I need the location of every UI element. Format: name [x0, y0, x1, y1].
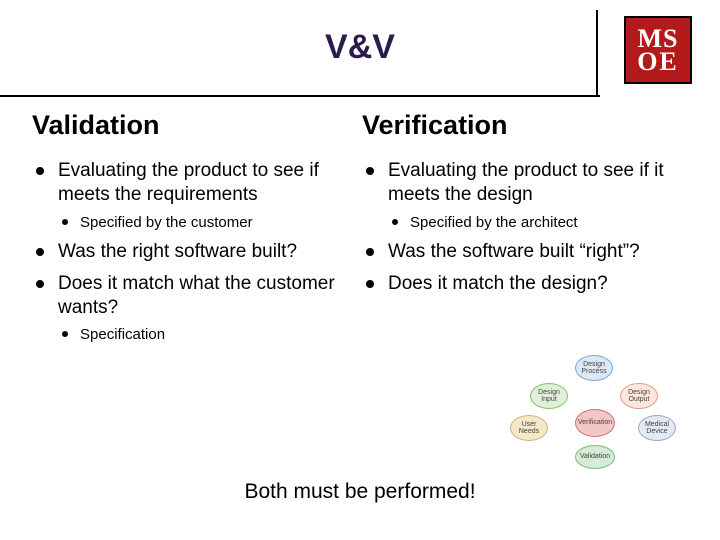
- list-item: Was the right software built?: [32, 240, 344, 264]
- heading-validation: Validation: [32, 110, 344, 141]
- heading-verification: Verification: [362, 110, 674, 141]
- design-cycle-diagram: Design Process Design Input Design Output U…: [510, 355, 680, 470]
- content-columns: Validation Evaluating the product to see…: [0, 110, 720, 353]
- slide-title: V&V: [0, 28, 720, 67]
- sub-item: Specified by the architect: [388, 213, 674, 233]
- diagram-node: Design Input: [530, 383, 568, 409]
- list-item-text: Evaluating the product to see if meets t…: [58, 160, 319, 205]
- list-item: Was the software built “right”?: [362, 240, 674, 264]
- list-item: Evaluating the product to see if meets t…: [32, 159, 344, 232]
- verification-list: Evaluating the product to see if it meet…: [362, 159, 674, 296]
- list-item: Does it match the design?: [362, 272, 674, 296]
- divider-horizontal: [0, 95, 600, 97]
- column-verification: Verification Evaluating the product to s…: [362, 110, 692, 353]
- diagram-node: User Needs: [510, 415, 548, 441]
- list-item-text: Does it match what the customer wants?: [58, 273, 335, 318]
- divider-vertical: [596, 10, 598, 95]
- diagram-node: Design Output: [620, 383, 658, 409]
- logo-line2: OE: [637, 50, 679, 73]
- footer-statement: Both must be performed!: [0, 480, 720, 504]
- diagram-node: Verification: [575, 409, 615, 437]
- column-validation: Validation Evaluating the product to see…: [32, 110, 362, 353]
- list-item: Evaluating the product to see if it meet…: [362, 159, 674, 232]
- sub-item: Specified by the customer: [58, 213, 344, 233]
- list-item-text: Evaluating the product to see if it meet…: [388, 160, 664, 205]
- msoe-logo: MS OE: [624, 16, 692, 84]
- diagram-node: Medical Device: [638, 415, 676, 441]
- diagram-node: Design Process: [575, 355, 613, 381]
- diagram-node: Validation: [575, 445, 615, 469]
- validation-list: Evaluating the product to see if meets t…: [32, 159, 344, 345]
- list-item: Does it match what the customer wants? S…: [32, 272, 344, 345]
- sub-item: Specification: [58, 325, 344, 345]
